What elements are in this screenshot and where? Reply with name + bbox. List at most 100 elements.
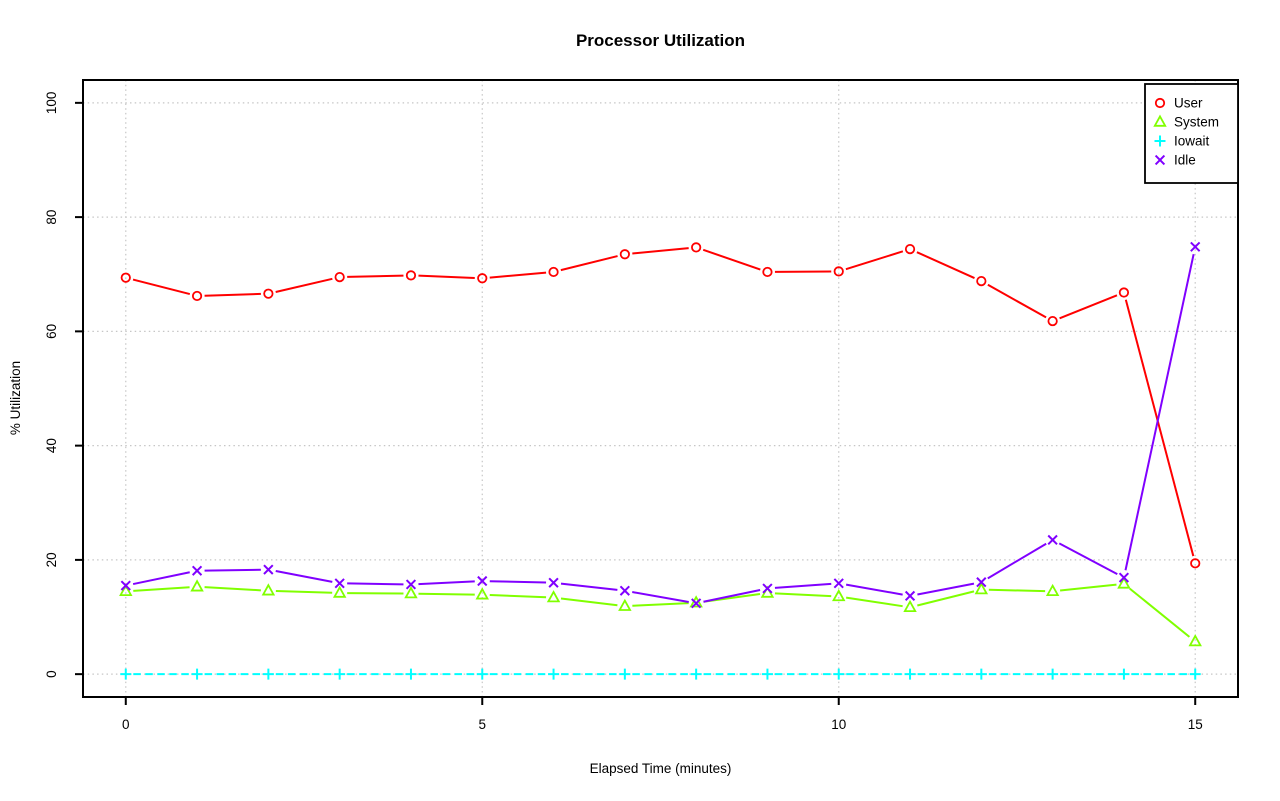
y-tick-label-100: 100 <box>44 92 59 115</box>
system-marker <box>261 583 276 596</box>
series-segment-idle <box>987 542 1047 580</box>
series-segment-idle <box>774 582 832 589</box>
series-segment-idle <box>489 580 547 584</box>
series-segment-system <box>846 596 903 608</box>
series-segment-idle <box>703 589 761 603</box>
user-marker <box>120 272 131 283</box>
series-segment-user <box>916 251 975 279</box>
series-segment-user <box>489 271 547 279</box>
x-axis-title: Elapsed Time (minutes) <box>589 761 732 776</box>
user-marker <box>762 266 773 278</box>
system-marker <box>475 587 489 600</box>
iowait-marker <box>548 668 560 680</box>
series-segment-system <box>133 586 190 592</box>
series-segment-system <box>1059 583 1117 592</box>
series-segment-system <box>204 586 261 592</box>
user-marker <box>548 266 559 278</box>
idle-marker <box>191 565 203 576</box>
iowait-marker <box>761 668 773 680</box>
series-segment-idle <box>560 582 618 591</box>
series-segment-idle <box>347 582 404 586</box>
x-tick-label-5: 5 <box>479 717 487 732</box>
series-segment-system <box>1129 587 1191 638</box>
user-marker <box>1190 558 1201 569</box>
system-marker <box>404 586 418 599</box>
series-segment-idle <box>132 571 190 586</box>
legend-marker-iowait <box>1154 135 1166 147</box>
system-marker <box>1045 583 1060 597</box>
series-segment-idle <box>632 591 689 603</box>
system-marker <box>832 588 846 602</box>
user-marker <box>191 290 203 302</box>
series-segment-system <box>917 590 975 607</box>
series-segment-user <box>418 274 475 279</box>
series-segment-user <box>204 292 261 297</box>
system-marker <box>119 583 133 597</box>
iowait-marker <box>690 668 702 680</box>
idle-marker <box>120 580 131 591</box>
system-marker <box>1188 634 1202 647</box>
iowait-marker <box>833 668 845 680</box>
legend-label-idle: Idle <box>1174 153 1196 168</box>
user-marker <box>405 270 417 281</box>
series-segment-system <box>275 589 333 594</box>
iowait-marker <box>619 668 631 680</box>
series-segment-idle <box>1124 253 1195 571</box>
series-segment-idle <box>204 568 261 572</box>
iowait-marker <box>1189 668 1201 680</box>
series-segment-user <box>987 283 1047 319</box>
idle-marker <box>1047 534 1058 546</box>
user-marker <box>334 271 345 283</box>
iowait-marker <box>904 668 916 680</box>
idle-marker <box>1118 572 1130 583</box>
series-segment-system <box>418 592 475 596</box>
x-tick-label-0: 0 <box>122 717 130 732</box>
iowait-marker <box>191 668 203 680</box>
legend <box>1144 83 1239 184</box>
legend-label-system: System <box>1174 115 1219 130</box>
iowait-marker <box>1047 668 1059 680</box>
series-segment-idle <box>1058 542 1118 575</box>
series-segment-system <box>774 592 832 598</box>
x-tick-label-15: 15 <box>1188 717 1203 732</box>
system-marker <box>546 590 561 603</box>
user-marker <box>1118 287 1130 298</box>
chart-title: Processor Utilization <box>575 31 746 50</box>
system-marker <box>974 582 989 595</box>
user-marker <box>477 273 488 284</box>
system-marker <box>190 579 204 592</box>
system-marker <box>903 599 917 613</box>
user-marker <box>976 275 987 287</box>
series-segment-user <box>632 247 689 255</box>
user-marker <box>833 266 844 277</box>
y-tick-label-60: 60 <box>44 324 59 339</box>
user-marker <box>904 244 916 255</box>
idle-marker <box>263 564 274 575</box>
user-marker <box>619 249 630 260</box>
series-segment-system <box>560 597 618 607</box>
y-tick-label-20: 20 <box>44 552 59 567</box>
legend-label-user: User <box>1174 96 1203 111</box>
idle-marker <box>691 598 702 609</box>
series-segment-user <box>702 248 761 271</box>
series-segment-user <box>275 277 333 293</box>
legend-marker-idle <box>1154 154 1166 166</box>
legend-marker-user <box>1154 97 1166 109</box>
series-segment-user <box>1059 294 1118 320</box>
idle-marker <box>833 578 844 589</box>
idle-marker <box>334 578 345 589</box>
system-marker <box>332 585 347 598</box>
y-tick-label-40: 40 <box>44 438 59 453</box>
iowait-marker <box>405 668 417 680</box>
idle-marker <box>619 585 630 596</box>
legend-marker-system <box>1153 114 1167 127</box>
series-segment-idle <box>418 580 475 586</box>
series-segment-user <box>560 255 618 272</box>
legend-label-iowait: Iowait <box>1174 134 1210 149</box>
system-marker <box>618 598 632 611</box>
series-segment-user <box>845 250 904 271</box>
x-tick-label-10: 10 <box>831 717 846 732</box>
series-segment-user <box>1124 299 1195 557</box>
series-segment-idle <box>275 570 333 583</box>
